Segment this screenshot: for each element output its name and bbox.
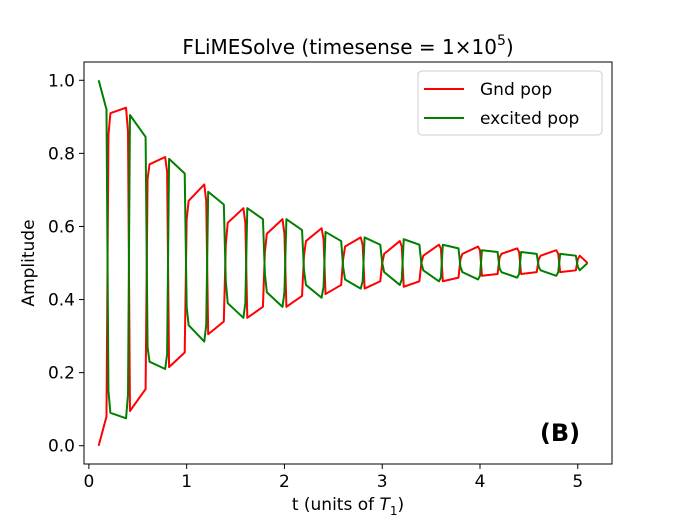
x-tick-label: 0 [83, 472, 94, 492]
x-axis-label: t (units of T1) [292, 495, 404, 518]
series-line-excited-pop [97, 80, 589, 420]
legend-label-excited-pop: excited pop [480, 109, 579, 129]
x-tick-label: 1 [181, 472, 192, 492]
x-tick-label: 3 [377, 472, 388, 492]
y-axis-label: Amplitude [19, 219, 39, 306]
x-tick-label: 2 [279, 472, 290, 492]
plot-frame [83, 61, 613, 465]
y-tick-label: 0.0 [48, 437, 75, 457]
y-tick-label: 1.0 [48, 71, 75, 91]
legend: Gnd pop excited pop [417, 70, 603, 136]
panel-annotation: (B) [540, 419, 580, 447]
plot-area [83, 61, 613, 465]
chart-title: FLiMESolve (timesense = 1×105) [182, 33, 513, 59]
x-tick-label: 4 [475, 472, 486, 492]
legend-label-gnd-pop: Gnd pop [480, 80, 552, 100]
y-tick-label: 0.6 [48, 217, 75, 237]
series-layer [97, 80, 589, 446]
y-tick-label: 0.8 [48, 144, 75, 164]
x-axis-ticks: 0 1 2 3 4 5 [83, 464, 583, 492]
y-tick-label: 0.4 [48, 291, 75, 311]
x-tick-label: 5 [572, 472, 583, 492]
y-tick-label: 0.2 [48, 364, 75, 384]
y-axis-ticks: 0.0 0.2 0.4 0.6 0.8 1.0 [48, 71, 84, 457]
